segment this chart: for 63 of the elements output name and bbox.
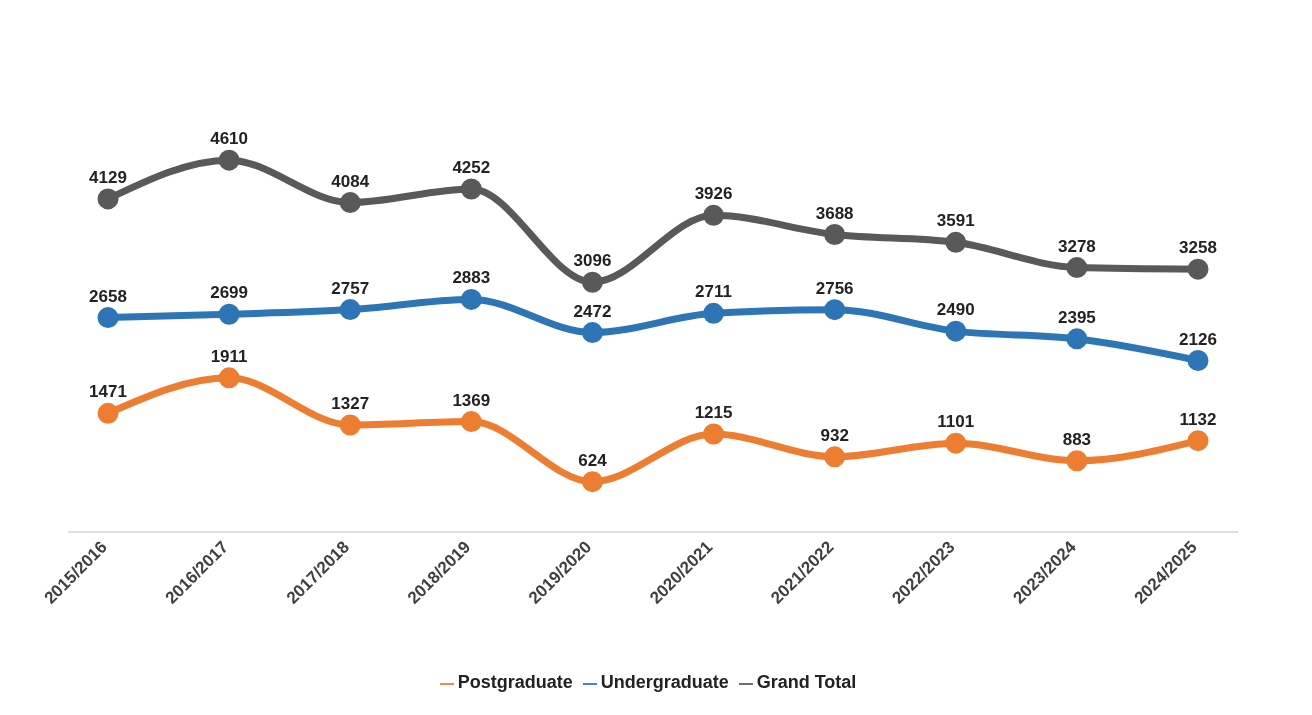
data-label: 2126 [1179,329,1217,349]
point [460,411,482,433]
point [945,432,967,454]
point [460,178,482,200]
data-label: 3926 [694,184,733,204]
data-label: 4084 [331,171,370,191]
point [339,299,361,321]
data-label: 932 [820,425,849,445]
data-label: 2395 [1057,307,1096,327]
data-label: 2756 [815,278,854,298]
data-label: 3591 [936,211,975,231]
point [581,322,603,344]
data-label: 4129 [89,167,127,187]
point [1066,328,1088,350]
point [339,192,361,214]
data-label: 4610 [210,129,249,149]
point [218,303,240,325]
point [97,188,119,210]
data-label: 1327 [331,393,370,413]
data-label: 2757 [331,278,370,298]
data-label: 4252 [452,158,491,178]
point [824,299,846,321]
data-label: 624 [578,450,608,470]
data-label: 1911 [210,346,248,366]
data-label: 1101 [937,412,975,432]
point [1066,257,1088,279]
data-label: 2490 [936,300,975,320]
point [824,446,846,468]
legend-label: Grand Total [756,672,857,692]
point [1187,430,1209,452]
data-label: 2711 [695,282,732,302]
point [945,231,967,253]
point [581,471,603,493]
point [218,367,240,389]
point [1066,450,1088,472]
data-label: 3096 [573,251,612,271]
point [703,423,725,445]
data-label: 3278 [1057,236,1096,256]
legend-label: Postgraduate [457,672,573,692]
data-label: 2883 [452,268,491,288]
point [460,288,482,310]
data-label: 1471 [89,382,127,402]
data-label: 883 [1062,429,1092,449]
point [703,204,725,226]
point [824,224,846,245]
data-label: 3258 [1179,238,1217,258]
point [945,320,967,342]
point [97,402,119,424]
point [97,307,119,329]
point [581,271,603,293]
data-label: 1215 [694,402,733,422]
point [218,149,240,171]
data-label: 1369 [452,390,491,410]
data-label: 1132 [1179,409,1217,429]
point [703,302,725,324]
legend-label: Undergraduate [600,672,729,692]
data-label: 2658 [89,286,127,306]
point [1187,350,1209,371]
point [339,414,361,436]
data-label: 2472 [573,301,612,321]
point [1187,258,1209,280]
data-label: 3688 [815,203,854,223]
data-label: 2699 [210,283,249,303]
